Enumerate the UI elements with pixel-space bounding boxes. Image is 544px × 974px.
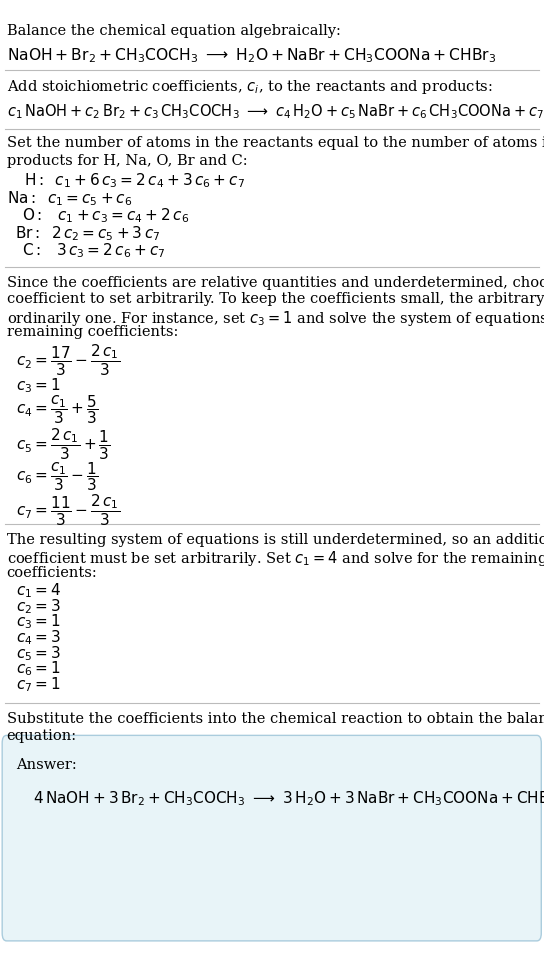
Text: Balance the chemical equation algebraically:: Balance the chemical equation algebraica… [7, 23, 341, 38]
Text: The resulting system of equations is still underdetermined, so an additional: The resulting system of equations is sti… [7, 533, 544, 546]
Text: remaining coefficients:: remaining coefficients: [7, 325, 178, 339]
Text: coefficient must be set arbitrarily. Set $c_1 = 4$ and solve for the remaining: coefficient must be set arbitrarily. Set… [7, 549, 544, 569]
Text: $c_6 = \dfrac{c_1}{3} - \dfrac{1}{3}$: $c_6 = \dfrac{c_1}{3} - \dfrac{1}{3}$ [16, 460, 98, 493]
Text: $c_7 = 1$: $c_7 = 1$ [16, 675, 61, 693]
Text: Add stoichiometric coefficients, $c_i$, to the reactants and products:: Add stoichiometric coefficients, $c_i$, … [7, 78, 492, 95]
Text: Answer:: Answer: [16, 758, 77, 771]
Text: Set the number of atoms in the reactants equal to the number of atoms in the: Set the number of atoms in the reactants… [7, 136, 544, 150]
Text: equation:: equation: [7, 729, 77, 742]
Text: $c_2 = \dfrac{17}{3} - \dfrac{2\,c_1}{3}$: $c_2 = \dfrac{17}{3} - \dfrac{2\,c_1}{3}… [16, 343, 121, 378]
Text: coefficients:: coefficients: [7, 566, 97, 580]
Text: $c_1 = 4$: $c_1 = 4$ [16, 581, 61, 600]
Text: ordinarily one. For instance, set $c_3 = 1$ and solve the system of equations fo: ordinarily one. For instance, set $c_3 =… [7, 309, 544, 328]
Text: $c_6 = 1$: $c_6 = 1$ [16, 659, 61, 678]
Text: $\mathrm{NaOH + Br_2 + CH_3COCH_3 \ {\longrightarrow} \ H_2O + NaBr + CH_3COONa : $\mathrm{NaOH + Br_2 + CH_3COCH_3 \ {\lo… [7, 47, 496, 65]
Text: $c_3 = 1$: $c_3 = 1$ [16, 613, 61, 631]
Text: $\mathrm{O:}\;\;\; c_1 + c_3 = c_4 + 2\,c_6$: $\mathrm{O:}\;\;\; c_1 + c_3 = c_4 + 2\,… [22, 206, 189, 225]
Text: $c_5 = \dfrac{2\,c_1}{3} + \dfrac{1}{3}$: $c_5 = \dfrac{2\,c_1}{3} + \dfrac{1}{3}$ [16, 427, 111, 462]
Text: $4\,\mathrm{NaOH} + 3\,\mathrm{Br_2} + \mathrm{CH_3COCH_3} \ {\longrightarrow} \: $4\,\mathrm{NaOH} + 3\,\mathrm{Br_2} + \… [33, 789, 544, 807]
Text: products for H, Na, O, Br and C:: products for H, Na, O, Br and C: [7, 154, 247, 168]
Text: Substitute the coefficients into the chemical reaction to obtain the balanced: Substitute the coefficients into the che… [7, 712, 544, 726]
Text: $c_4 = \dfrac{c_1}{3} + \dfrac{5}{3}$: $c_4 = \dfrac{c_1}{3} + \dfrac{5}{3}$ [16, 393, 98, 427]
Text: $c_4 = 3$: $c_4 = 3$ [16, 628, 61, 647]
Text: $c_3 = 1$: $c_3 = 1$ [16, 376, 61, 394]
Text: $c_2 = 3$: $c_2 = 3$ [16, 597, 61, 616]
Text: coefficient to set arbitrarily. To keep the coefficients small, the arbitrary va: coefficient to set arbitrarily. To keep … [7, 292, 544, 306]
Text: $\mathrm{Na:}\;\; c_1 = c_5 + c_6$: $\mathrm{Na:}\;\; c_1 = c_5 + c_6$ [7, 189, 132, 207]
Text: $c_1\,\mathrm{NaOH} + c_2\,\mathrm{Br_2} + c_3\,\mathrm{CH_3COCH_3} \ {\longrigh: $c_1\,\mathrm{NaOH} + c_2\,\mathrm{Br_2}… [7, 102, 544, 121]
Text: $c_7 = \dfrac{11}{3} - \dfrac{2\,c_1}{3}$: $c_7 = \dfrac{11}{3} - \dfrac{2\,c_1}{3}… [16, 493, 121, 528]
Text: $\mathrm{C:}\;\;\; 3\,c_3 = 2\,c_6 + c_7$: $\mathrm{C:}\;\;\; 3\,c_3 = 2\,c_6 + c_7… [22, 242, 165, 260]
FancyBboxPatch shape [2, 735, 541, 941]
Text: Since the coefficients are relative quantities and underdetermined, choose a: Since the coefficients are relative quan… [7, 276, 544, 289]
Text: $\mathrm{Br:}\;\; 2\,c_2 = c_5 + 3\,c_7$: $\mathrm{Br:}\;\; 2\,c_2 = c_5 + 3\,c_7$ [15, 224, 160, 243]
Text: $c_5 = 3$: $c_5 = 3$ [16, 644, 61, 662]
Text: $\mathrm{H:}\;\; c_1 + 6\,c_3 = 2\,c_4 + 3\,c_6 + c_7$: $\mathrm{H:}\;\; c_1 + 6\,c_3 = 2\,c_4 +… [24, 171, 245, 190]
